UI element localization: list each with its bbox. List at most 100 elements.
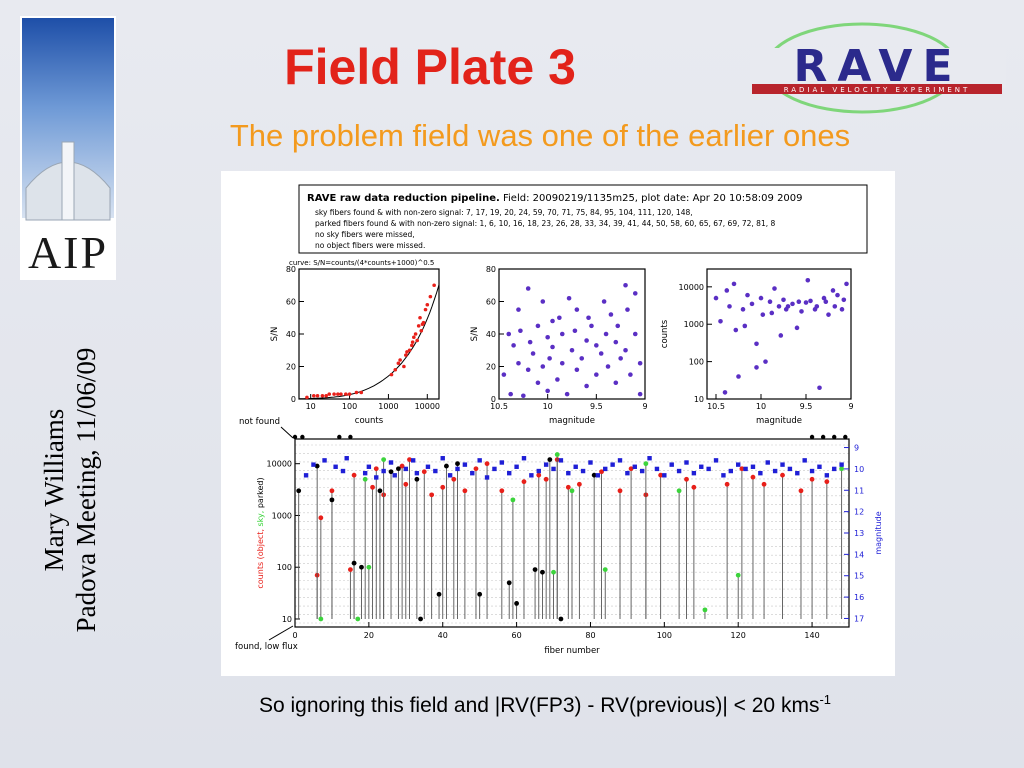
caption-superscript: -1 <box>819 692 832 707</box>
fiber-sky-point <box>602 567 608 572</box>
fiber-magnitude-point <box>625 470 630 476</box>
sn-mag-x-tick-label: 9.5 <box>590 402 603 411</box>
sn-mag-point <box>516 307 521 312</box>
fiber-magnitude-point <box>521 456 527 461</box>
fiber-parked-point <box>359 564 364 570</box>
sn-mag-point <box>613 380 619 386</box>
fiber-not-found-marker <box>809 434 815 440</box>
fiber-magnitude-point <box>817 464 822 469</box>
fiber-magnitude-point <box>333 464 338 469</box>
sn-counts-point <box>410 340 415 344</box>
sn-mag-point <box>586 315 591 321</box>
sn-counts-point <box>393 367 398 372</box>
fiber-magnitude-point <box>721 473 726 478</box>
counts-mag-point <box>763 359 768 364</box>
counts-mag-x-tick-label: 10 <box>756 402 766 411</box>
fiber-magnitude-point <box>392 473 397 478</box>
fiber-magnitude-point <box>736 462 741 467</box>
sn-counts-model-curve <box>299 284 440 400</box>
rave-logo: RAVE RADIAL VELOCITY EXPERIMENT <box>750 22 1006 114</box>
counts-mag-point <box>760 312 766 317</box>
sn-mag-point <box>550 344 555 350</box>
fiber-magnitude-point <box>492 466 497 472</box>
fiber-magnitude-point <box>706 466 711 472</box>
sn-mag-y-tick-label: 20 <box>486 363 496 372</box>
sn-counts-xlabel: counts <box>355 416 384 426</box>
fiber-magnitude-point <box>374 475 379 480</box>
counts-mag-point <box>778 333 784 338</box>
fiber-magnitude-point <box>691 470 697 476</box>
fiber-x-tick-label: 80 <box>585 631 595 640</box>
sn-mag-point <box>559 331 565 337</box>
fiber-y-tick-label: 100 <box>277 563 292 572</box>
fiber-magnitude-point <box>588 460 593 465</box>
fiber-magnitude-point <box>551 466 556 472</box>
fiber-magnitude-point <box>366 464 372 469</box>
fiber-object-point <box>824 479 830 485</box>
fiber-magnitude-point <box>617 458 623 463</box>
fiber-x-tick-label: 60 <box>512 631 522 640</box>
fiber-object-point <box>750 474 756 480</box>
fiber-object-point <box>399 463 405 469</box>
sn-counts-x-tick-label: 10 <box>306 402 316 411</box>
fiber-object-point <box>809 476 815 482</box>
counts-mag-x-tick-label: 10.5 <box>707 402 725 411</box>
sn-mag-point <box>566 295 572 301</box>
counts-mag-point <box>713 295 719 301</box>
sn-counts-point <box>415 338 420 343</box>
fiber-not-found-marker <box>832 434 837 440</box>
fiber-sky-point <box>510 497 516 503</box>
sn-mag-point <box>623 282 628 288</box>
sn-counts-point <box>344 392 348 396</box>
fiber-magnitude-point <box>595 473 601 478</box>
fiber-not-found-marker <box>292 434 298 440</box>
fiber-parked-point <box>414 476 420 482</box>
fiber-object-point <box>617 488 623 494</box>
fiber-object-point <box>373 466 379 472</box>
counts-mag-point <box>844 281 849 287</box>
fiber-magnitude-point <box>433 468 438 474</box>
no-sky-missed-line: no sky fibers were missed, <box>315 230 415 239</box>
sn-counts-x-tick-label: 1000 <box>378 402 398 411</box>
sn-counts-point <box>327 392 332 396</box>
fiber-sky-point <box>355 616 361 622</box>
sn-counts-point <box>339 392 343 396</box>
sn-mag-point <box>545 388 550 394</box>
counts-mag-point <box>839 307 845 312</box>
fiber-sky-point <box>318 616 324 622</box>
sn-mag-point <box>518 328 523 334</box>
fiber-ylabel: counts (object, sky, parked) <box>256 477 265 588</box>
not-found-arrow <box>280 426 294 439</box>
fiber-magnitude-point <box>303 473 309 478</box>
sn-counts-x-tick-label: 100 <box>342 402 357 411</box>
counts-mag-y-tick-label: 100 <box>689 358 704 367</box>
fiber-sky-point <box>362 476 368 482</box>
sn-counts-point <box>336 392 340 396</box>
counts-mag-point <box>767 299 773 305</box>
fiber-magnitude-point <box>447 473 453 478</box>
sn-mag-point <box>584 338 589 343</box>
sn-counts-point <box>428 294 433 299</box>
sn-mag-point <box>516 360 521 366</box>
sn-mag-point <box>632 331 638 337</box>
counts-mag-xlabel: magnitude <box>756 416 802 426</box>
sn-mag-point <box>637 391 643 397</box>
sn-mag-point <box>545 334 550 340</box>
fiber-magnitude-point <box>410 458 416 463</box>
fiber-x-tick-label: 120 <box>731 631 746 640</box>
fiber-magnitude-point <box>477 458 482 463</box>
fiber-magnitude-point <box>311 462 316 467</box>
rave-wordmark: RAVE <box>793 41 962 92</box>
sn-mag-point <box>501 372 507 377</box>
sn-counts-x-tick-label: 10000 <box>415 402 440 411</box>
fiber-y2-tick-label: 13 <box>854 529 864 538</box>
sn-mag-y-tick-label: 40 <box>486 330 496 339</box>
fiber-parked-point <box>418 616 423 622</box>
fiber-object-point <box>780 472 785 478</box>
sn-mag-point <box>594 343 599 348</box>
sn-mag-x-tick-label: 9 <box>642 402 647 411</box>
fiber-parked-point <box>314 463 320 469</box>
sn-mag-point <box>511 343 516 348</box>
counts-mag-point <box>814 304 820 309</box>
fiber-y2-tick-label: 9 <box>854 444 859 453</box>
